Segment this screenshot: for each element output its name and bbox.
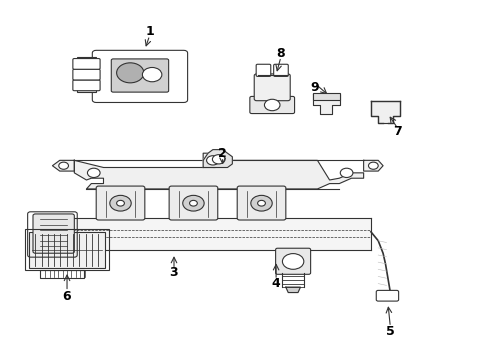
FancyBboxPatch shape [73, 80, 100, 91]
Bar [29, 232, 104, 267]
Bar [312, 93, 339, 100]
FancyBboxPatch shape [375, 291, 398, 301]
Text: 4: 4 [271, 277, 280, 290]
FancyBboxPatch shape [111, 59, 168, 92]
FancyBboxPatch shape [73, 69, 100, 80]
Circle shape [59, 162, 68, 169]
FancyBboxPatch shape [256, 64, 270, 76]
FancyBboxPatch shape [73, 59, 100, 69]
Polygon shape [52, 160, 74, 171]
Text: 2: 2 [218, 147, 226, 160]
Circle shape [257, 201, 265, 206]
FancyBboxPatch shape [169, 186, 217, 220]
Text: 8: 8 [276, 47, 285, 60]
Polygon shape [363, 160, 382, 171]
Circle shape [282, 253, 303, 269]
Circle shape [116, 63, 143, 83]
Text: 1: 1 [145, 25, 154, 38]
Polygon shape [74, 153, 363, 189]
Text: 6: 6 [62, 289, 71, 303]
Circle shape [189, 201, 197, 206]
Circle shape [116, 201, 124, 206]
Circle shape [142, 67, 162, 82]
FancyBboxPatch shape [273, 64, 287, 76]
Circle shape [264, 99, 280, 111]
Polygon shape [312, 94, 339, 114]
Circle shape [183, 195, 203, 211]
Polygon shape [285, 287, 300, 293]
Circle shape [110, 195, 131, 211]
FancyBboxPatch shape [249, 96, 294, 113]
Circle shape [206, 156, 219, 165]
Text: 9: 9 [310, 81, 319, 94]
Polygon shape [370, 102, 399, 123]
Text: 3: 3 [169, 266, 178, 279]
Text: 5: 5 [385, 325, 394, 338]
Bar [69, 217, 370, 249]
Bar [25, 229, 108, 270]
Circle shape [212, 155, 224, 164]
FancyBboxPatch shape [237, 186, 285, 220]
Text: 7: 7 [392, 125, 401, 138]
FancyBboxPatch shape [96, 186, 144, 220]
FancyBboxPatch shape [33, 214, 74, 253]
Polygon shape [203, 150, 232, 167]
Circle shape [87, 168, 100, 177]
Bar [40, 270, 84, 278]
Bar [77, 57, 96, 93]
Circle shape [250, 195, 272, 211]
FancyBboxPatch shape [92, 50, 187, 103]
FancyBboxPatch shape [275, 248, 310, 274]
FancyBboxPatch shape [254, 74, 289, 101]
Circle shape [340, 168, 352, 177]
Circle shape [368, 162, 377, 169]
